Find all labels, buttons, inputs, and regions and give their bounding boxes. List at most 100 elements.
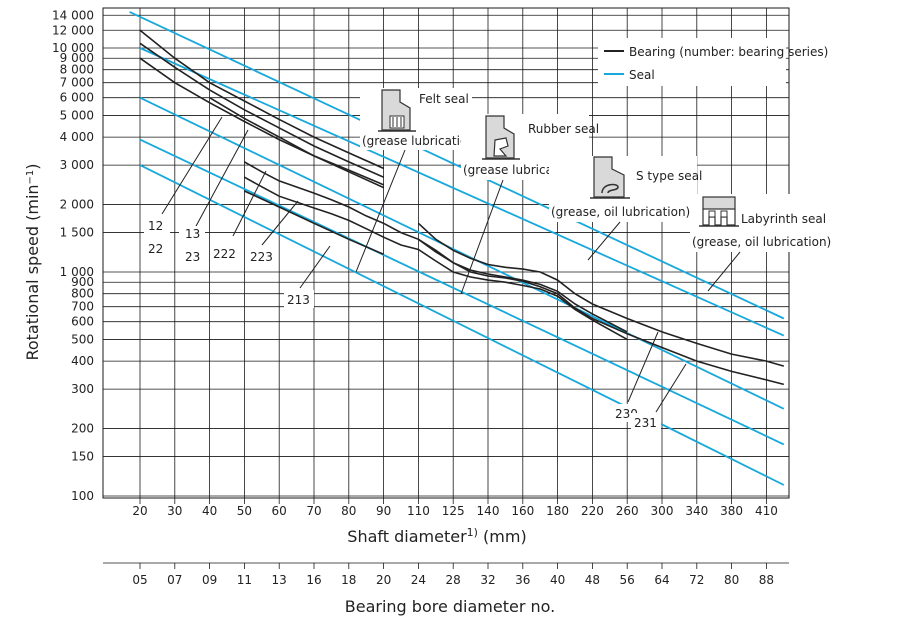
leader-labyrinth-seal [707,251,741,292]
leader-230 [627,331,659,403]
y-tick-10: 1 000 [60,265,94,279]
x-tick-3: 50 [237,504,252,518]
series-labels: 12 22 13 23 222 223 213 230 231 [144,216,661,431]
felt-seal-icon [378,89,416,132]
x-tick-18: 410 [755,504,778,518]
bearing-line-231 [417,238,785,386]
seal-line-2 [139,96,785,410]
rubber-seal-title: Rubber seal [528,122,599,136]
rubber-seal-icon [482,115,520,160]
x-tick-8: 110 [407,504,430,518]
series-label-222: 222 [213,247,236,261]
series-label-22: 22 [148,242,163,256]
x2-axis-title: Bearing bore diameter no. [345,597,555,616]
bearing-line-22 [139,57,384,186]
x2-tick-15: 64 [654,573,669,587]
leader-lines [161,116,741,413]
x2-tick-2: 09 [202,573,217,587]
legend: Bearing (number: bearing series) Seal [598,38,828,86]
y-tick-2: 200 [71,422,94,436]
y-tick-5: 500 [71,332,94,346]
leader-222 [232,170,267,237]
leader-12-22 [161,116,223,215]
x2-tick-4: 13 [272,573,287,587]
x2-tick-11: 36 [515,573,530,587]
x-tick-13: 220 [581,504,604,518]
y-tick-16: 6 000 [60,91,94,105]
y-tick-18: 8 000 [60,63,94,77]
x2-tick-6: 18 [341,573,356,587]
series-label-13: 13 [185,227,200,241]
x2-tick-3: 11 [237,573,252,587]
x-tick-9: 125 [442,504,465,518]
y-tick-11: 1 500 [60,226,94,240]
x-tick-11: 160 [511,504,534,518]
x2-tick-14: 56 [620,573,635,587]
y-tick-1: 150 [71,450,94,464]
y-tick-8: 800 [71,287,94,301]
x-axis-title-main: Shaft diameter [347,527,467,546]
y-tick-17: 7 000 [60,76,94,90]
legend-label-bearing: Bearing (number: bearing series) [629,45,828,59]
x-tick-10: 140 [477,504,500,518]
x-axis-title: Shaft diameter1) (mm) [347,526,526,547]
y-axis-title-main: Rotational speed (min [23,184,42,360]
bearing-line-223 [244,176,628,341]
series-label-223: 223 [250,250,273,264]
x-axis-title-end: (mm) [478,527,527,546]
x2-tick-17: 80 [724,573,739,587]
x2-tick-7: 20 [376,573,391,587]
x2-tick-8: 24 [411,573,426,587]
y-tick-7: 700 [71,300,94,314]
y-axis-title-end: ) [23,163,42,169]
y-tick-6: 600 [71,315,94,329]
x2-tick-5: 16 [306,573,321,587]
leader-231 [655,363,687,413]
bearing-line-13 [139,42,384,178]
x-tick-16: 340 [685,504,708,518]
x2-tick-13: 48 [585,573,600,587]
x2-tick-12: 40 [550,573,565,587]
x2-tick-9: 28 [446,573,461,587]
y-tick-14: 4 000 [60,130,94,144]
y-tick-0: 100 [71,489,94,503]
x-tick-0: 20 [132,504,147,518]
x-tick-4: 60 [272,504,287,518]
x-axis-title-sup: 1) [467,526,478,539]
x-tick-2: 40 [202,504,217,518]
seal-line-4 [139,164,785,486]
bearing-line-230 [417,222,785,367]
series-label-231: 231 [634,416,657,430]
bearing-bore-axis: 05 07 09 11 13 16 18 20 24 28 32 36 40 48 56 64 72 80 88 [103,562,789,587]
y-tick-12: 2 000 [60,198,94,212]
y-axis-title-sup: −1 [25,170,36,185]
y-tick-13: 3 000 [60,158,94,172]
x2-tick-10: 32 [480,573,495,587]
annotation-labyrinth-seal: Labyrinth seal (grease, oil lubrication) [690,194,840,252]
bearing-line-12 [139,29,384,170]
y-tick-3: 300 [71,382,94,396]
bearing-line-23 [209,97,384,189]
y-tick-21: 12 000 [52,23,94,37]
s-type-seal-subtitle: (grease, oil lubrication) [551,205,690,219]
labyrinth-seal-subtitle: (grease, oil lubrication) [692,235,831,249]
felt-seal-subtitle: (grease lubrication) [362,134,480,148]
x2-tick-18: 88 [759,573,774,587]
leader-223 [261,200,299,246]
x2-tick-0: 05 [132,573,147,587]
x-tick-17: 380 [720,504,743,518]
leader-rubber-seal [460,179,504,295]
seal-line-1 [139,47,785,337]
vertical-gridlines [139,8,767,504]
legend-label-seal: Seal [629,68,655,82]
x2-tick-1: 07 [167,573,182,587]
x-tick-labels: 20 30 40 50 60 70 80 90 110 125 140 160 180 220 260 300… [132,504,777,518]
y-tick-20: 10 000 [52,41,94,55]
x-tick-7: 90 [376,504,391,518]
leader-13-23 [194,129,249,229]
x-tick-14: 260 [616,504,639,518]
leader-s-type-seal [587,221,621,261]
x-tick-12: 180 [546,504,569,518]
